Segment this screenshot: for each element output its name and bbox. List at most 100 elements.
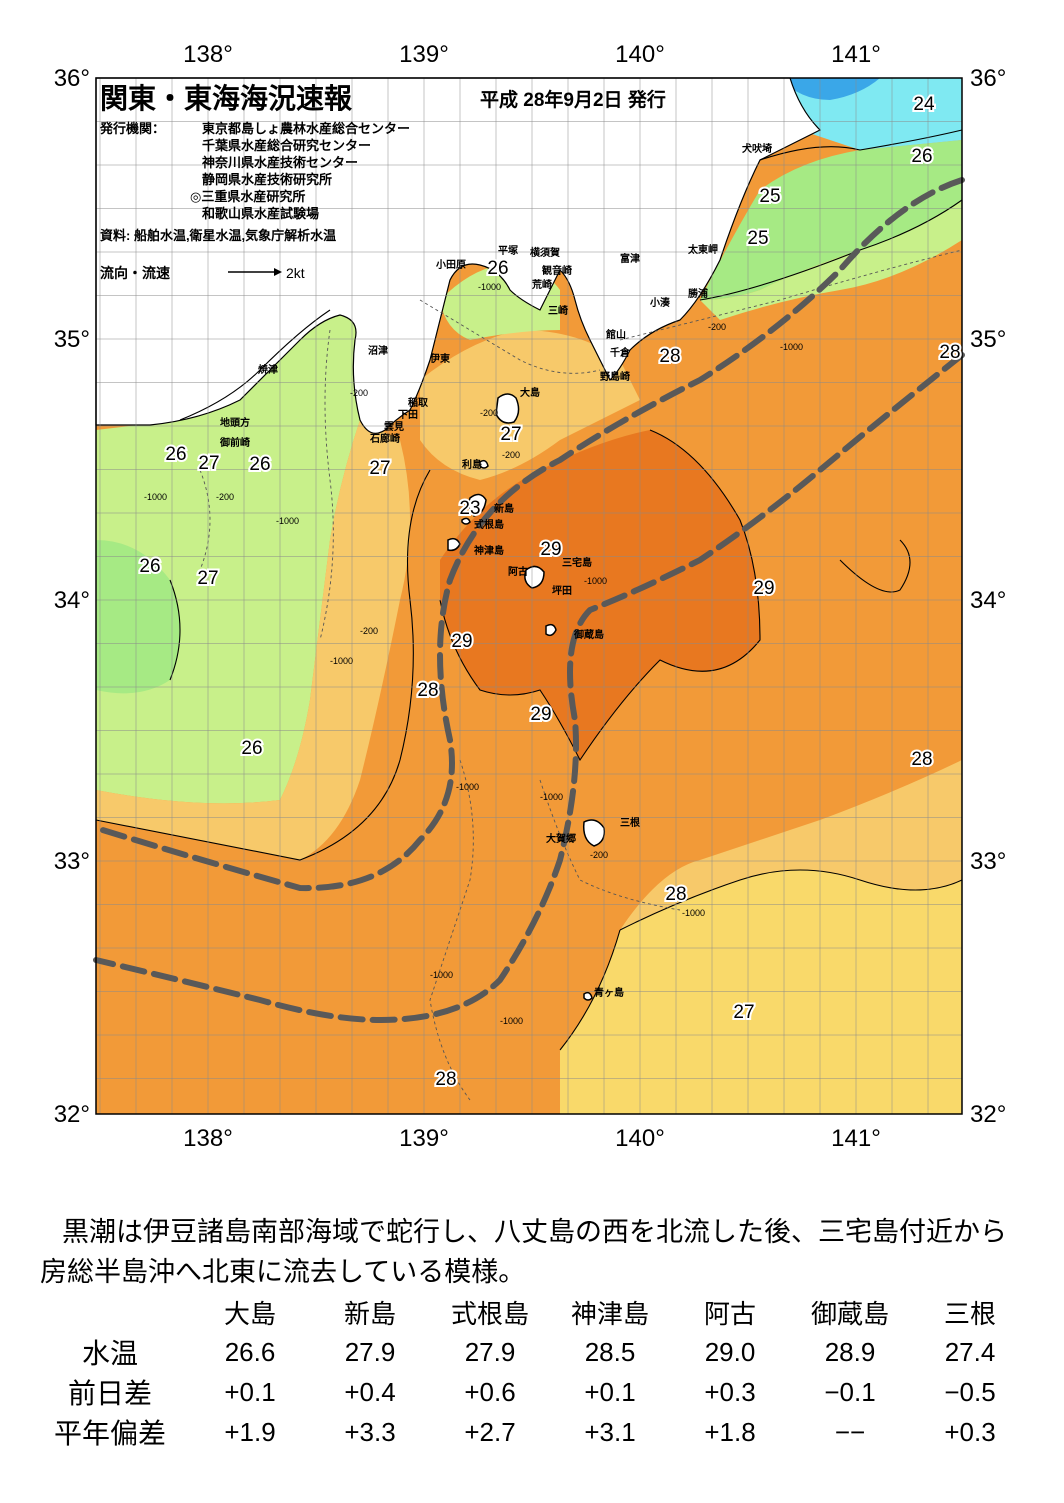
table-header: 三根 xyxy=(943,1299,996,1329)
current-legend-label: 流向・流速 xyxy=(100,265,170,281)
depth-label: -200 xyxy=(360,626,378,636)
sea-temperature-map: 138° 139° 140° 141° 138° 139° 140° 141° … xyxy=(54,41,1007,1152)
temp-label: 27 xyxy=(197,568,218,589)
sea-zone-25-west xyxy=(96,540,180,694)
depth-label: -1000 xyxy=(584,576,607,586)
depth-label: -200 xyxy=(502,450,520,460)
lat-label-35-right: 35° xyxy=(970,326,1006,353)
lon-axis-bottom: 138° 139° 140° 141° xyxy=(183,1125,881,1152)
temp-label: 26 xyxy=(241,738,262,759)
table-row-label: 前日差 xyxy=(67,1378,152,1409)
table-header: 新島 xyxy=(343,1299,396,1329)
table-corner xyxy=(30,1293,190,1332)
place-label: 石廊崎 xyxy=(369,432,400,445)
publisher-org: 和歌山県水産試験場 xyxy=(202,206,319,221)
lon-label-141-bottom: 141° xyxy=(831,1125,881,1152)
lat-label-34-right: 34° xyxy=(970,587,1006,614)
place-label: 阿古 xyxy=(508,565,528,578)
temp-label: 28 xyxy=(435,1069,456,1090)
table-cell: +2.7 xyxy=(464,1416,516,1447)
place-label: 地頭方 xyxy=(220,416,250,429)
place-label: 御前崎 xyxy=(219,436,250,449)
place-label: 小田原 xyxy=(435,258,466,271)
temp-label: 24 xyxy=(913,94,935,115)
temp-label: 26 xyxy=(911,146,932,167)
place-label: 利島 xyxy=(462,458,482,471)
table-cell: −0.5 xyxy=(944,1376,996,1407)
place-label: 野島崎 xyxy=(600,370,630,383)
depth-label: -200 xyxy=(350,388,368,398)
sea-zone-27-sagami xyxy=(420,330,640,480)
sea-zone-26-northeast xyxy=(700,200,962,320)
issue-date: 平成 28年9月2日 発行 xyxy=(480,88,666,111)
table-cell: 27.9 xyxy=(344,1336,396,1367)
table-header: 式根島 xyxy=(450,1299,529,1329)
lat-label-33-right: 33° xyxy=(970,848,1006,875)
temp-label: 25 xyxy=(759,186,780,207)
lat-label-33-left: 33° xyxy=(54,848,90,875)
table-cell: −− xyxy=(834,1416,866,1447)
place-label: 富津 xyxy=(620,252,640,265)
table-cell: 27.9 xyxy=(464,1336,516,1367)
temp-label: 26 xyxy=(165,444,186,465)
lon-label-139-bottom: 139° xyxy=(399,1125,449,1152)
depth-label: -1000 xyxy=(682,908,705,918)
depth-label: -1000 xyxy=(276,516,299,526)
place-label: 御蔵島 xyxy=(573,628,604,641)
temp-label: 28 xyxy=(659,346,680,367)
place-label: 平塚 xyxy=(498,244,518,257)
table-cell: 28.5 xyxy=(584,1336,636,1367)
depth-label: -1000 xyxy=(430,970,453,980)
place-label: 太東岬 xyxy=(687,243,718,256)
lat-label-36-right: 36° xyxy=(970,65,1006,92)
table-row-label: 平年偏差 xyxy=(53,1418,166,1449)
depth-label: -1000 xyxy=(456,782,479,792)
lon-label-140-bottom: 140° xyxy=(615,1125,665,1152)
publisher-label: 発行機関： xyxy=(99,121,165,136)
sea-zone-27-southeast xyxy=(560,870,962,1114)
lat-label-32-left: 32° xyxy=(54,1101,90,1128)
temp-label: 29 xyxy=(540,539,561,560)
kuroshio-axis xyxy=(93,177,965,1024)
table-cell: +1.8 xyxy=(704,1416,756,1447)
temp-label: 28 xyxy=(911,749,932,770)
table-cell: +0.1 xyxy=(224,1376,276,1407)
lat-label-36-left: 36° xyxy=(54,65,90,92)
temperature-labels: 24 26 25 25 26 28 28 27 26 27 26 27 23 2… xyxy=(137,92,962,1092)
place-label: 新島 xyxy=(494,502,514,515)
publisher-orgs: 東京都島しょ農林水産総合センター 千葉県水産総合研究センター 神奈川県水産技術セ… xyxy=(190,121,410,221)
island-hachijojima xyxy=(582,819,606,847)
lat-label-34-left: 34° xyxy=(54,587,90,614)
place-label: 下田 xyxy=(398,409,418,421)
depth-label: -1000 xyxy=(780,342,803,352)
lon-label-140-top: 140° xyxy=(615,41,665,68)
depth-label: -200 xyxy=(216,492,234,502)
depth-label: -200 xyxy=(480,408,498,418)
place-label: 小湊 xyxy=(649,296,671,309)
table-header: 神津島 xyxy=(570,1299,649,1329)
table-header: 大島 xyxy=(223,1299,276,1329)
island-aogashima xyxy=(583,991,593,1001)
place-label: 青ヶ島 xyxy=(594,986,624,999)
place-label: 三宅島 xyxy=(562,556,592,569)
place-label: 千倉 xyxy=(610,346,631,359)
temp-label: 27 xyxy=(733,1002,754,1023)
sea-zone-29-central xyxy=(440,430,760,760)
island-temperature-table: 大島 新島 式根島 神津島 阿古 御蔵島 三根 水温 26.6 27.9 27.… xyxy=(30,1293,1030,1452)
lon-label-138-bottom: 138° xyxy=(183,1125,233,1152)
table-cell: 28.9 xyxy=(824,1336,876,1367)
island-miyakejima xyxy=(524,565,545,589)
sea-zone-27-west xyxy=(96,420,410,860)
place-label: 焼津 xyxy=(258,363,278,376)
place-label: 観音崎 xyxy=(542,264,572,277)
island-oshima xyxy=(495,393,520,424)
table-cell: +0.4 xyxy=(344,1376,396,1407)
lat-label-32-right: 32° xyxy=(970,1101,1006,1128)
table-cell: −0.1 xyxy=(824,1376,876,1407)
place-label: 三崎 xyxy=(548,304,568,317)
sea-zone-23-northeast xyxy=(780,78,880,100)
lon-label-138-top: 138° xyxy=(183,41,233,68)
lon-label-141-top: 141° xyxy=(831,41,881,68)
island-shikinejima xyxy=(461,517,471,525)
table-cell: +0.3 xyxy=(704,1376,756,1407)
